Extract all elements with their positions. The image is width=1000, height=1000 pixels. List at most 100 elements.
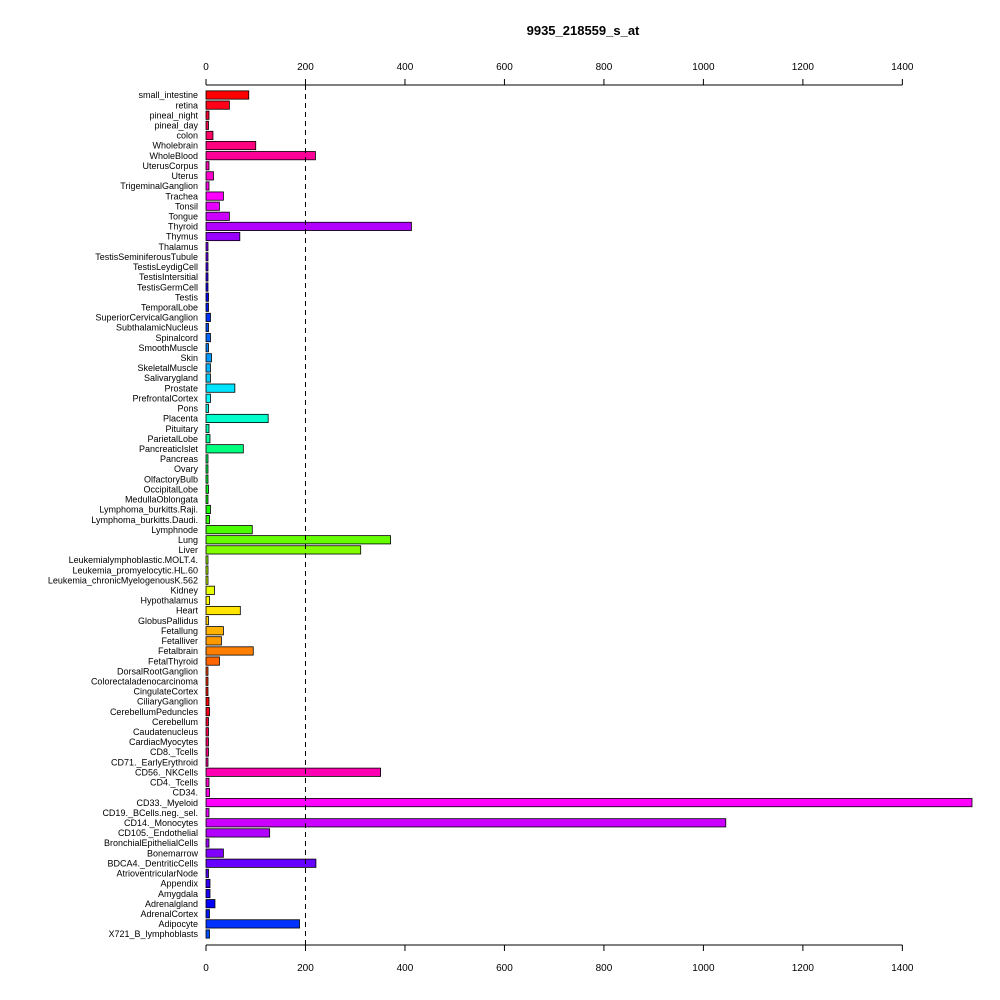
category-label: Leukemia_chronicMyelogenousK.562 [48,575,198,585]
category-label: Amygdala [158,889,198,899]
bar [205,525,253,535]
category-label: CD4._Tcells [150,778,199,788]
category-label: Uterus [171,171,198,181]
bar [205,929,210,939]
bar [205,494,209,504]
axis-tick-label: 1400 [891,963,914,974]
category-label: PrefrontalCortex [132,393,198,403]
category-label: Wholebrain [152,141,198,151]
category-label: Tonsil [175,201,198,211]
bar [205,545,362,555]
bar [205,221,412,231]
category-label: Thymus [166,232,199,242]
bar [205,393,211,403]
bar [205,343,209,353]
bar [205,444,244,454]
category-label: SuperiorCervicalGanglion [95,313,198,323]
category-label: FetalThyroid [148,656,198,666]
category-label: DorsalRootGanglion [117,666,198,676]
axis-tick-label: 0 [203,62,209,73]
bar [205,757,209,767]
bar [205,282,209,292]
bar-series [205,90,973,939]
bar [205,808,210,818]
bar [205,322,209,333]
bar [205,373,211,383]
bar [205,424,210,434]
bar [205,626,224,636]
axis-tick-label: 800 [596,963,613,974]
chart-title: 9935_218559_s_at [527,23,640,38]
axis-tick-label: 600 [496,963,513,974]
category-label: Testis [175,292,199,302]
category-label: CingulateCortex [133,687,198,697]
category-label: Placenta [163,414,198,424]
category-label: CerebellumPeduncles [110,707,199,717]
bar [205,605,241,616]
category-label: BDCA4._DentriticCells [107,858,198,868]
axis-tick-label: 1000 [692,62,715,73]
category-label: Appendix [160,879,198,889]
category-label: Lung [178,535,198,545]
category-label: Pituitary [165,424,198,434]
category-label: CD56._NKCells [135,767,199,777]
category-label: TestisSeminiferousTubule [95,252,198,262]
category-label: Prostate [164,383,198,393]
bar [205,333,211,343]
bar [205,828,271,838]
axis-tick-label: 400 [397,963,414,974]
bar [205,919,300,929]
bar [205,676,209,686]
category-label: Trachea [165,191,198,201]
bar [205,292,209,302]
bar [205,717,209,727]
category-label: pineal_day [154,121,198,131]
axis-tick-label: 200 [297,963,314,974]
category-label: Leukemia_promyelocytic.HL.60 [72,565,198,575]
bar [205,848,224,858]
axis-tick-label: 0 [203,963,209,974]
category-label: MedullaOblongata [125,495,198,505]
bar [205,616,209,626]
bar [205,211,230,221]
category-label: PancreaticIslet [139,444,199,454]
category-label: TestisGermCell [137,282,198,292]
category-label: OccipitalLobe [143,484,198,494]
category-label: Pancreas [160,454,199,464]
bar [205,636,222,646]
axis-tick-label: 1200 [792,62,815,73]
bar [205,858,317,868]
category-label: retina [175,100,198,110]
category-label: CD33._Myeloid [136,798,198,808]
bar [205,595,210,605]
category-label: Thalamus [158,242,198,252]
category-label: Liver [178,545,198,555]
category-label: Fetalliver [161,636,198,646]
bar [205,696,210,707]
bar [205,484,209,494]
bar [205,434,211,444]
category-label: Lymphoma_burkitts.Raji. [99,505,198,515]
bar [205,646,254,656]
bar [205,100,230,110]
bar [205,565,209,575]
category-label: Lymphnode [151,525,198,535]
axis-tick-label: 200 [297,62,314,73]
bar [205,302,209,312]
bottom-x-axis: 0 200 400 600 800 1000 1200 1400 [203,944,914,974]
category-label: Hypothalamus [140,596,198,606]
top-x-axis: 0 200 400 600 800 1000 1200 1400 [203,62,914,86]
bar [205,171,214,181]
category-label: CardiacMyocytes [129,737,199,747]
category-label: SubthalamicNucleus [116,323,199,333]
axis-tick-label: 1200 [792,963,815,974]
bar [205,110,210,120]
category-label: Leukemialymphoblastic.MOLT.4. [69,555,198,565]
bar [205,727,209,737]
category-label: TestisIntersitial [139,272,198,282]
bar [205,353,212,363]
category-label: colon [176,131,198,141]
axis-tick-label: 600 [496,62,513,73]
category-label: GlobusPallidus [138,616,199,626]
